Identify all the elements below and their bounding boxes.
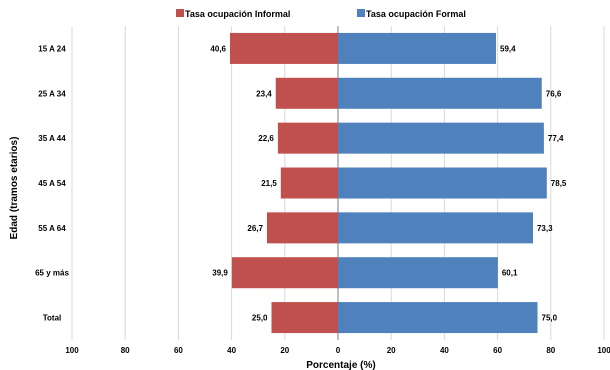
data-label-formal: 78,5 bbox=[551, 179, 567, 188]
y-tick-labels: 15 A 24 25 A 34 35 A 44 45 A 54 55 A 64 65 y … bbox=[35, 44, 69, 322]
legend-swatch bbox=[176, 9, 184, 17]
legend-entry: Tasa ocupación Informal bbox=[185, 9, 290, 19]
x-tick-label: 20 bbox=[387, 346, 396, 355]
bar-formal bbox=[338, 122, 544, 154]
data-label-formal: 77,4 bbox=[548, 134, 564, 143]
data-labels: 40,6 59,4 23,4 76,6 22,6 77,4 21,5 78,5 26,7 73,3… bbox=[210, 44, 567, 322]
data-label-informal: 26,7 bbox=[247, 224, 263, 233]
bar-formal bbox=[338, 257, 498, 289]
y-tick-label: 35 A 44 bbox=[38, 134, 66, 143]
data-label-formal: 75,0 bbox=[542, 314, 558, 323]
bars bbox=[230, 32, 547, 334]
y-axis-title: Edad (tramos etarios) bbox=[9, 137, 20, 240]
data-label-informal: 40,6 bbox=[210, 44, 226, 53]
y-tick-label: Total bbox=[43, 314, 62, 323]
x-tick-label: 40 bbox=[227, 346, 236, 355]
legend-swatch bbox=[357, 9, 365, 17]
bar-formal bbox=[338, 77, 542, 109]
x-tick-label: 80 bbox=[546, 346, 555, 355]
legend: Tasa ocupación Informal Tasa ocupación Fo… bbox=[176, 9, 466, 19]
y-tick-label: 45 A 54 bbox=[38, 179, 66, 188]
data-label-formal: 59,4 bbox=[500, 44, 516, 53]
bar-formal bbox=[338, 212, 533, 244]
x-axis-title: Porcentaje (%) bbox=[306, 360, 375, 370]
x-tick-label: 0 bbox=[336, 346, 341, 355]
legend-entry: Tasa ocupación Formal bbox=[366, 9, 466, 19]
bar-informal bbox=[231, 257, 338, 289]
x-tick-label: 60 bbox=[493, 346, 502, 355]
bar-informal bbox=[230, 32, 338, 64]
bar-informal bbox=[266, 212, 338, 244]
y-tick-label: 15 A 24 bbox=[38, 44, 66, 53]
x-tick-label: 100 bbox=[597, 346, 610, 355]
data-label-formal: 76,6 bbox=[546, 89, 562, 98]
x-tick-label: 100 bbox=[65, 346, 79, 355]
x-tick-label: 60 bbox=[174, 346, 183, 355]
y-tick-label: 55 A 64 bbox=[38, 224, 66, 233]
data-label-formal: 73,3 bbox=[537, 224, 553, 233]
x-tick-label: 40 bbox=[440, 346, 449, 355]
y-tick-label: 65 y más bbox=[35, 269, 69, 278]
data-label-informal: 39,9 bbox=[212, 269, 228, 278]
x-tick-labels: 100 80 60 40 20 0 20 40 60 80 100 bbox=[65, 346, 610, 355]
data-label-informal: 25,0 bbox=[252, 314, 268, 323]
data-label-informal: 22,6 bbox=[258, 134, 274, 143]
bar-informal bbox=[271, 302, 338, 334]
bar-informal bbox=[275, 77, 338, 109]
x-tick-label: 20 bbox=[280, 346, 289, 355]
bar-formal bbox=[338, 167, 547, 199]
data-label-informal: 23,4 bbox=[256, 89, 272, 98]
y-tick-label: 25 A 34 bbox=[38, 89, 66, 98]
bar-formal bbox=[338, 32, 497, 64]
bar-informal bbox=[280, 167, 338, 199]
data-label-informal: 21,5 bbox=[261, 179, 277, 188]
x-tick-label: 80 bbox=[121, 346, 130, 355]
bar-informal bbox=[277, 122, 338, 154]
bar-formal bbox=[338, 302, 538, 334]
data-label-formal: 60,1 bbox=[502, 269, 518, 278]
